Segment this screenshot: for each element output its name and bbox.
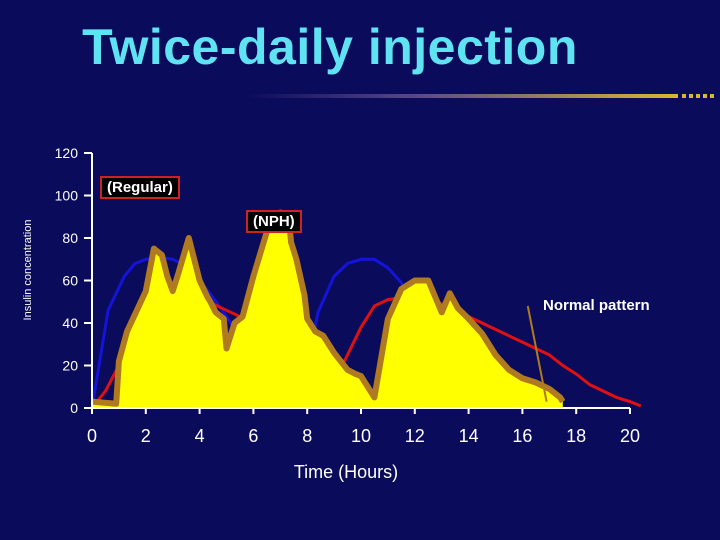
x-tick-label: 10	[351, 426, 371, 446]
regular-annotation: (Regular)	[100, 176, 180, 199]
x-tick-label: 2	[141, 426, 151, 446]
x-tick-label: 16	[512, 426, 532, 446]
y-tick-label: 100	[55, 188, 79, 204]
x-axis-title: Time (Hours)	[294, 462, 398, 482]
y-tick-label: 0	[70, 400, 78, 416]
x-tick-label: 12	[405, 426, 425, 446]
x-tick-label: 0	[87, 426, 97, 446]
y-axis-title: Insulin concentration	[22, 220, 34, 321]
x-tick-label: 4	[195, 426, 205, 446]
x-tick-label: 14	[459, 426, 479, 446]
slide-title: Twice-daily injection	[82, 19, 578, 75]
y-tick-label: 60	[62, 273, 78, 289]
x-tick-label: 20	[620, 426, 640, 446]
y-tick-label: 80	[62, 230, 78, 246]
normal-pattern-annotation: Normal pattern	[543, 297, 650, 314]
x-tick-label: 6	[248, 426, 258, 446]
nph-annotation: (NPH)	[246, 210, 302, 233]
normal-pattern-leader-line	[526, 305, 548, 402]
y-tick-label: 20	[62, 358, 78, 374]
normal-pattern-area	[92, 212, 563, 408]
x-tick-label: 18	[566, 426, 586, 446]
y-tick-label: 120	[55, 145, 79, 161]
title-underline-dots	[682, 94, 714, 98]
title-underline-rule	[248, 94, 678, 98]
normal-pattern-outline	[91, 209, 566, 407]
x-tick-label: 8	[302, 426, 312, 446]
y-tick-label: 40	[62, 315, 78, 331]
